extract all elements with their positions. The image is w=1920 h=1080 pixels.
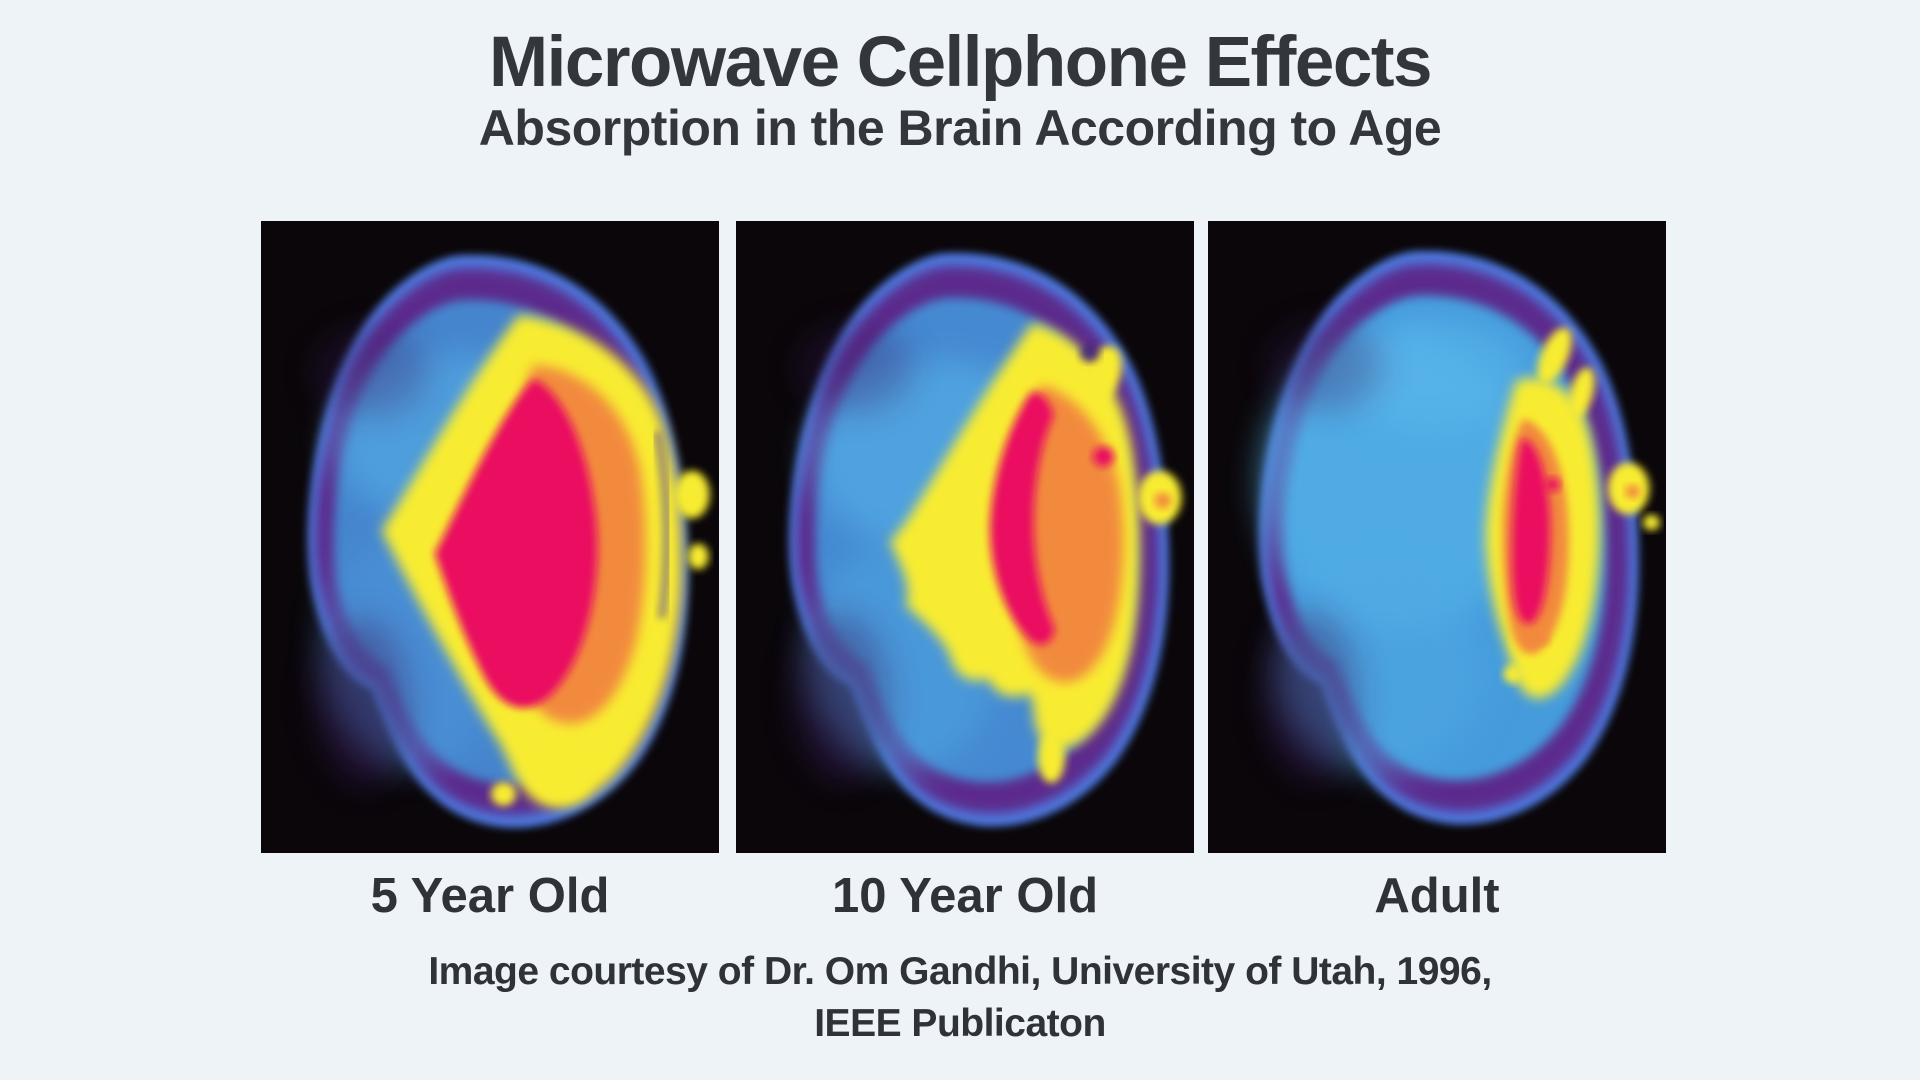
- scan-panel-10-year-old: [736, 221, 1194, 853]
- scan-label-adult: Adult: [1374, 869, 1500, 923]
- hotspot-group: [1485, 327, 1660, 699]
- hotspot-group: [890, 322, 1182, 784]
- caption-line-2: IEEE Publicaton: [814, 1002, 1106, 1045]
- scan-panel-5-year-old: [261, 221, 719, 853]
- page-title: Microwave Cellphone Effects: [489, 23, 1432, 102]
- caption-line-1: Image courtesy of Dr. Om Gandhi, Univers…: [428, 950, 1492, 993]
- brain-scan-5-year-old: [261, 221, 719, 853]
- scan-panel-adult: [1208, 221, 1666, 853]
- head-group: [292, 244, 710, 838]
- brain-scan-10-year-old: [736, 221, 1194, 853]
- scan-label-5-year-old: 5 Year Old: [370, 869, 610, 923]
- figure-caption: Image courtesy of Dr. Om Gandhi, Univers…: [0, 946, 1920, 1050]
- brain-scan-adult: [1208, 221, 1666, 853]
- hotspot-group: [381, 314, 710, 807]
- page-subtitle: Absorption in the Brain According to Age: [478, 100, 1442, 156]
- head-group: [778, 246, 1182, 834]
- scan-label-10-year-old: 10 Year Old: [831, 869, 1099, 923]
- head-group: [1248, 244, 1660, 832]
